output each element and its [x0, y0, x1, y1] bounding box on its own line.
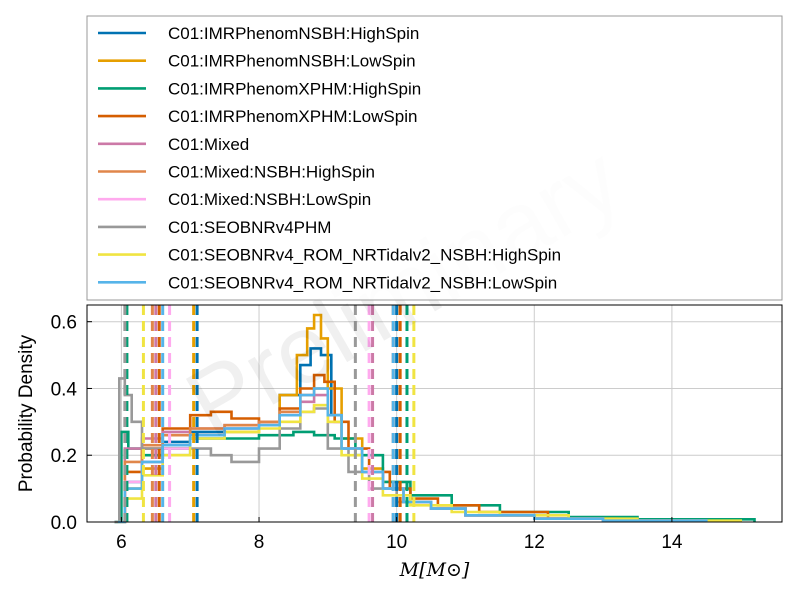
y-tick-label: 0.6 — [51, 313, 77, 334]
y-tick-label: 0.0 — [51, 513, 77, 534]
x-tick-label: 12 — [524, 532, 545, 553]
legend-label: C01:Mixed — [168, 135, 249, 154]
legend-label: C01:SEOBNRv4PHM — [168, 218, 331, 237]
grid — [87, 305, 782, 523]
legend-box — [86, 15, 783, 301]
legend-label: C01:SEOBNRv4_ROM_NRTidalv2_NSBH:LowSpin — [168, 273, 557, 292]
y-axis-label: Probability Density — [16, 334, 37, 492]
legend-label: C01:IMRPhenomNSBH:LowSpin — [168, 52, 416, 71]
x-tick-label: 8 — [254, 532, 265, 553]
x-tick-label: 10 — [386, 532, 407, 553]
x-tick-label: 6 — [116, 532, 127, 553]
x-tick-label: 14 — [661, 532, 683, 553]
legend-label: C01:Mixed:NSBH:LowSpin — [168, 190, 371, 209]
plot-frame — [86, 304, 783, 523]
series-line — [118, 387, 708, 524]
x-axis-label: M[M⊙] — [399, 559, 470, 581]
legend: C01:IMRPhenomNSBH:HighSpin C01:IMRPhenomN… — [86, 15, 783, 301]
legend-label: C01:IMRPhenomXPHM:LowSpin — [168, 107, 417, 126]
quantile-lines — [123, 305, 416, 522]
legend-label: C01:SEOBNRv4_ROM_NRTidalv2_NSBH:HighSpin — [168, 246, 561, 265]
y-tick-label: 0.4 — [51, 379, 78, 400]
y-tick-label: 0.2 — [51, 446, 77, 467]
legend-label: C01:IMRPhenomNSBH:HighSpin — [168, 24, 419, 43]
legend-label: C01:Mixed:NSBH:HighSpin — [168, 163, 375, 182]
legend-label: C01:IMRPhenomXPHM:HighSpin — [168, 79, 421, 98]
axis-ticks: 6 8 10 12 14 0.0 0.2 0.4 0.6 — [51, 313, 683, 553]
